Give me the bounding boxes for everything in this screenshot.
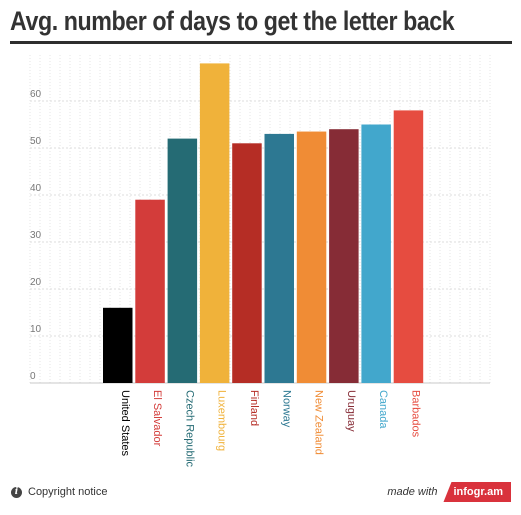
- x-tick-label: Barbados: [409, 390, 421, 438]
- x-tick-label: Finland: [248, 390, 260, 426]
- y-tick-label: 50: [30, 136, 42, 147]
- y-tick-label: 60: [30, 89, 42, 100]
- x-tick-label: New Zealand: [313, 390, 325, 455]
- x-tick-label: Canada: [377, 390, 389, 429]
- infogram-logo[interactable]: infogr.am: [443, 482, 511, 502]
- bar[interactable]: [232, 143, 262, 383]
- x-tick-label: United States: [119, 390, 131, 457]
- bar[interactable]: [167, 138, 198, 383]
- y-tick-label: 0: [30, 371, 36, 382]
- bar[interactable]: [393, 110, 424, 384]
- x-tick-label: Luxembourg: [216, 390, 228, 451]
- bar[interactable]: [135, 199, 165, 383]
- y-tick-label: 30: [30, 230, 42, 241]
- bar[interactable]: [199, 63, 230, 384]
- title-divider: [10, 41, 512, 44]
- bar[interactable]: [296, 131, 327, 383]
- bar[interactable]: [103, 307, 133, 383]
- info-icon: i: [11, 486, 22, 498]
- made-with-infogram[interactable]: made with infogr.am: [387, 482, 511, 502]
- chart-title: Avg. number of days to get the letter ba…: [10, 6, 455, 36]
- y-tick-label: 10: [30, 324, 42, 335]
- x-tick-label: El Salvador: [151, 390, 163, 447]
- x-tick-label: Norway: [280, 390, 292, 428]
- copyright-notice[interactable]: i Copyright notice: [11, 486, 108, 498]
- bar[interactable]: [264, 133, 295, 383]
- y-tick-label: 40: [30, 183, 42, 194]
- bar-chart: 0 10 20 30 40 50 60 United States El Salvador Cze…: [29, 55, 491, 468]
- x-tick-label: Uruguay: [345, 390, 357, 432]
- copyright-text: Copyright notice: [28, 486, 108, 498]
- made-with-text: made with: [387, 486, 438, 498]
- bar[interactable]: [329, 129, 359, 383]
- x-tick-label: Czech Republic: [183, 390, 195, 468]
- bar[interactable]: [361, 124, 391, 384]
- y-tick-label: 20: [30, 277, 42, 288]
